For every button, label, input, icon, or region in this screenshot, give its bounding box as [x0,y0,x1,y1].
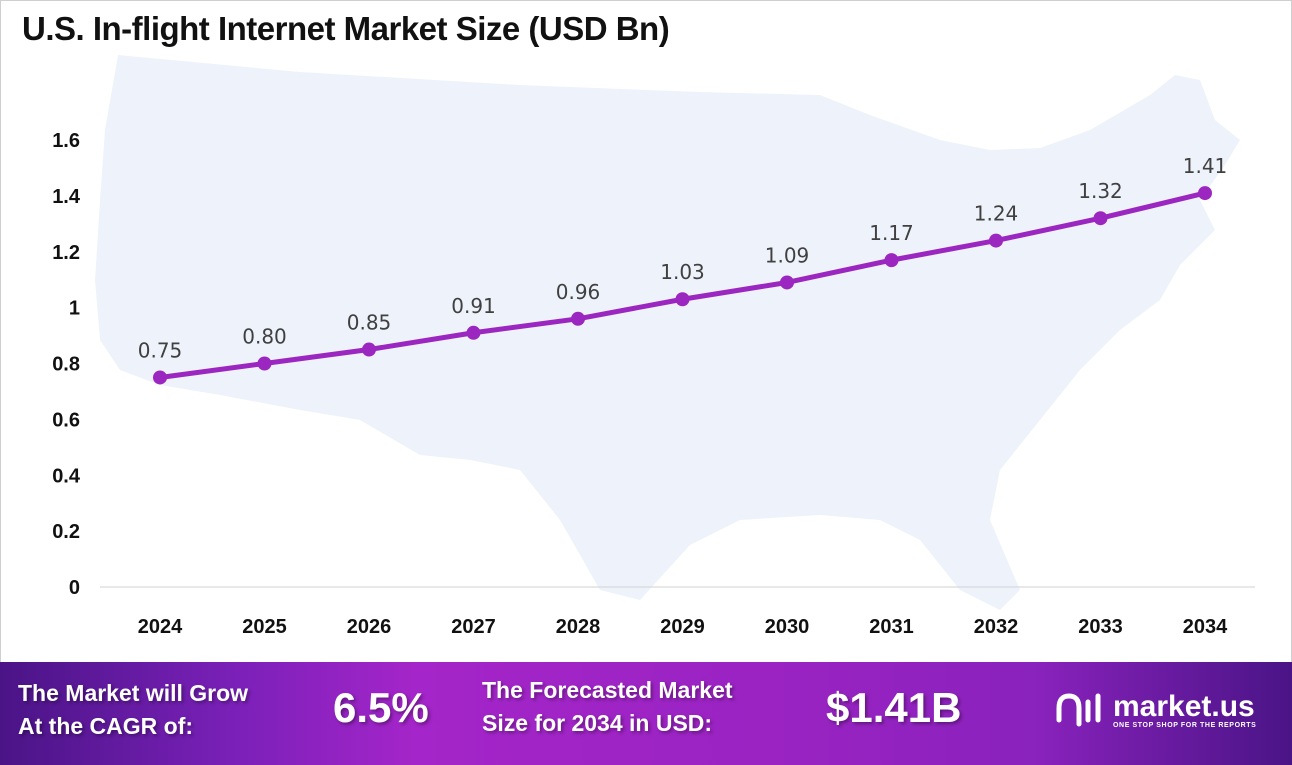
data-point [884,253,899,268]
logo-tagline: ONE STOP SHOP FOR THE REPORTS [1113,721,1257,729]
data-label: 0.91 [451,294,496,318]
chart-title: U.S. In-flight Internet Market Size (USD… [22,10,670,47]
x-tick-label: 2032 [974,616,1019,638]
forecast-label: The Forecasted Market Size for 2034 in U… [482,674,733,740]
x-tick-label: 2024 [138,616,183,638]
data-label: 1.24 [974,202,1019,226]
y-tick-label: 1 [69,298,80,320]
data-point [989,233,1003,248]
y-tick-label: 0.4 [52,465,81,487]
forecast-label-line-1: The Forecasted Market [482,677,733,703]
x-tick-label: 2027 [451,616,496,638]
data-point [780,275,794,290]
data-label: 1.32 [1078,179,1123,203]
forecast-value: $1.41B [826,684,962,731]
data-point [466,325,481,340]
summary-banner: The Market will Grow At the CAGR of: 6.5… [0,662,1292,765]
logo-name: market.us [1113,689,1255,723]
line-chart: 0 0.2 0.4 0.6 0.8 1 1.2 1.4 1.6 2024 2025 2026 2027… [52,55,1255,638]
data-label: 1.17 [869,221,914,245]
y-tick-label: 0 [69,577,80,599]
data-label: 0.96 [556,280,601,304]
data-label: 0.80 [242,325,287,349]
cagr-label-line-2: At the CAGR of: [18,713,194,739]
y-tick-label: 1.6 [52,130,80,152]
data-label: 0.75 [138,338,183,362]
x-tick-label: 2028 [556,616,601,638]
y-tick-label: 1.4 [52,186,81,208]
x-tick-label: 2034 [1183,616,1228,638]
x-tick-label: 2025 [242,616,287,638]
cagr-value: 6.5% [333,684,429,731]
cagr-label: The Market will Grow At the CAGR of: [18,677,248,743]
data-point [153,370,167,385]
y-tick-label: 1.2 [52,242,80,264]
data-label: 1.09 [765,243,810,267]
logo-mark-icon [1056,693,1101,727]
data-point [1198,186,1212,201]
market-us-logo: market.us ONE STOP SHOP FOR THE REPORTS [1055,690,1256,730]
data-point [675,292,690,307]
data-label: 0.85 [347,311,392,335]
data-point [257,356,272,371]
x-tick-label: 2029 [660,616,705,638]
y-tick-label: 0.6 [52,409,80,431]
data-label: 1.03 [660,260,705,284]
x-tick-label: 2030 [765,616,810,638]
x-tick-label: 2031 [869,616,914,638]
data-label: 1.41 [1183,154,1228,178]
data-point [571,311,585,326]
data-point [362,342,376,357]
y-tick-label: 0.8 [52,354,80,376]
cagr-label-line-1: The Market will Grow [18,680,249,706]
x-tick-label: 2033 [1078,616,1123,638]
x-tick-label: 2026 [347,616,392,638]
us-map-background [95,55,1240,610]
forecast-label-line-2: Size for 2034 in USD: [482,710,713,736]
y-tick-label: 0.2 [52,521,80,543]
data-point [1093,211,1108,226]
